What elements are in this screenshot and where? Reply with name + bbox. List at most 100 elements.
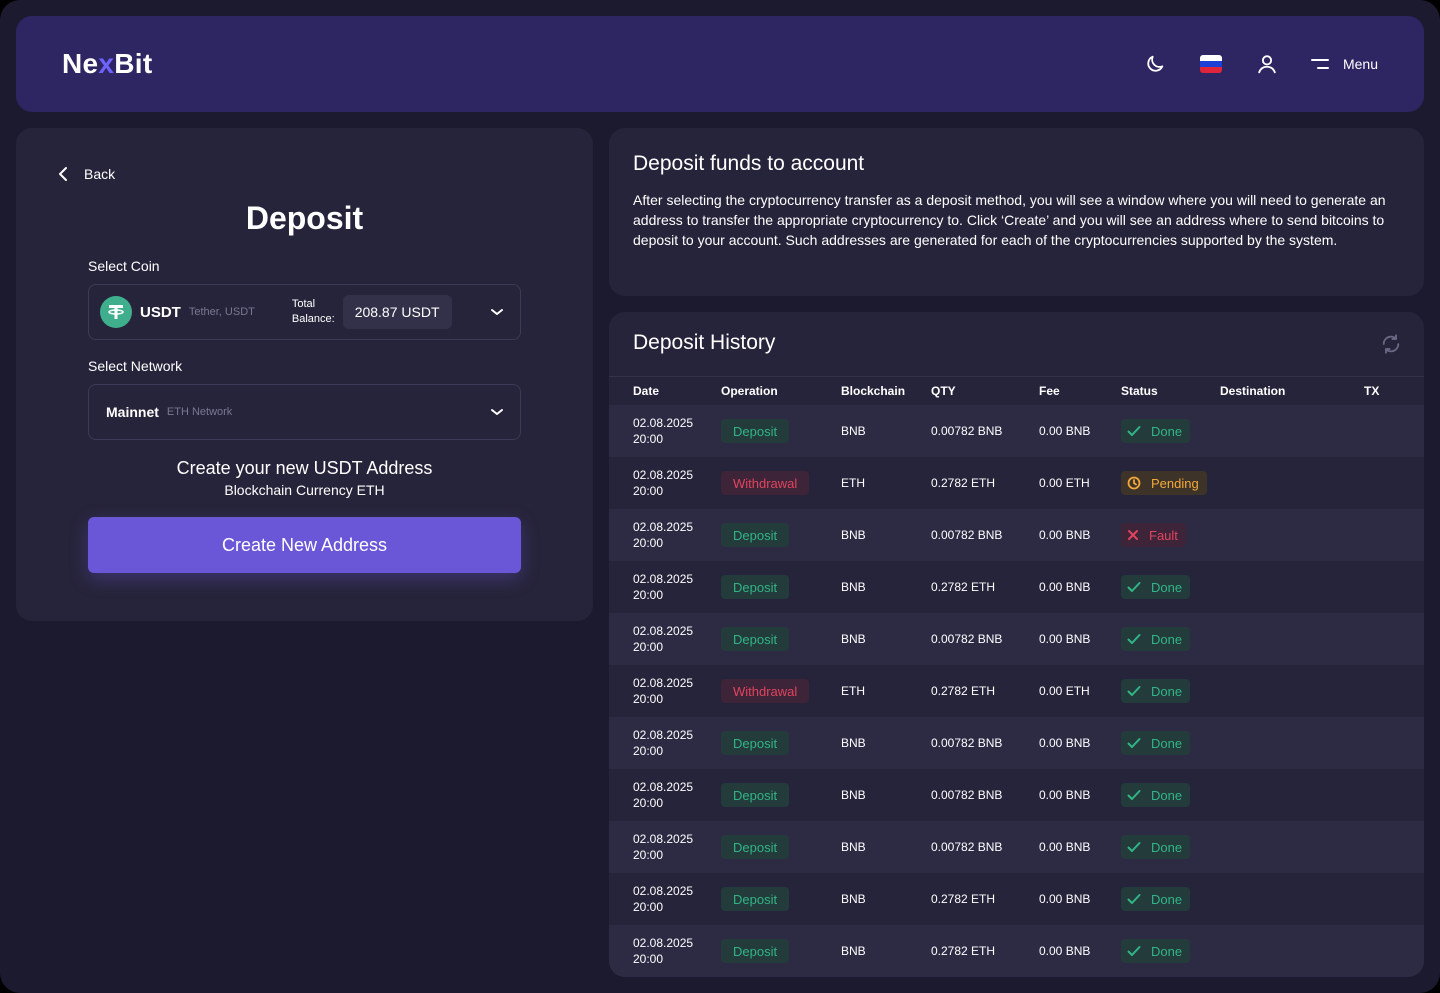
table-row[interactable]: 02.08.2025 20:00 Deposit BNB 0.00782 BNB 0.00… [609,509,1424,561]
status-badge: Done [1121,419,1191,443]
header-actions: Menu [1111,52,1378,76]
network-select[interactable]: Mainnet ETH Network [88,384,521,440]
row-date-time: 20:00 [633,796,664,810]
status-badge: Done [1121,731,1191,755]
row-date-time: 20:00 [633,484,664,498]
check-icon [1127,634,1141,644]
row-date-day: 02.08.2025 [633,624,694,638]
create-address-heading: Create your new USDT Address [176,458,433,478]
history-title: Deposit History [633,331,776,354]
col-tx: TX [1364,384,1380,398]
check-icon [1127,946,1141,956]
back-button[interactable]: Back [58,166,115,182]
logo-x: x [98,48,115,79]
row-qty: 0.00782 BNB [931,424,1003,438]
row-date-day: 02.08.2025 [633,780,694,794]
row-fee: 0.00 BNB [1039,528,1091,542]
table-row[interactable]: 02.08.2025 20:00 Deposit BNB 0.2782 ETH 0.00 … [609,925,1424,977]
row-qty: 0.00782 BNB [931,528,1003,542]
table-row[interactable]: 02.08.2025 20:00 Deposit BNB 0.2782 ETH 0.00 … [609,561,1424,613]
close-icon [1128,530,1138,540]
operation-badge: Deposit [721,783,790,807]
info-panel: Deposit funds to account After selecting… [609,128,1424,296]
operation-badge: Deposit [721,575,790,599]
row-blockchain: BNB [841,892,866,906]
row-date-day: 02.08.2025 [633,676,694,690]
table-row[interactable]: 02.08.2025 20:00 Withdrawal ETH 0.2782 ETH 0.… [609,457,1424,509]
row-date-time: 20:00 [633,952,664,966]
create-new-address-button[interactable]: Create New Address [88,517,521,573]
row-blockchain: ETH [841,684,865,698]
row-qty: 0.2782 ETH [931,892,996,906]
logo[interactable]: NexBit [62,48,153,80]
table-row[interactable]: 02.08.2025 20:00 Withdrawal ETH 0.2782 ETH 0.… [609,665,1424,717]
row-date-time: 20:00 [633,900,664,914]
russia-flag-icon[interactable] [1199,52,1223,76]
deposit-panel: Back Deposit Select Coin USDT Tether, US… [16,128,593,621]
row-fee: 0.00 BNB [1039,736,1091,750]
operation-badge: Deposit [721,523,790,547]
table-row[interactable]: 02.08.2025 20:00 Deposit BNB 0.2782 ETH 0.00 … [609,873,1424,925]
coin-subtitle: Tether, USDT [188,306,255,318]
row-date-day: 02.08.2025 [633,832,694,846]
table-row[interactable]: 02.08.2025 20:00 Deposit BNB 0.00782 BNB 0.00… [609,613,1424,665]
status-badge: Done [1121,835,1191,859]
row-blockchain: BNB [841,840,866,854]
row-fee: 0.00 BNB [1039,892,1091,906]
operation-badge: Deposit [721,887,790,911]
menu-button[interactable]: Menu [1310,56,1378,72]
row-blockchain: BNB [841,528,866,542]
row-date-time: 20:00 [633,588,664,602]
status-badge: Done [1121,939,1191,963]
coin-select[interactable]: USDT Tether, USDT Total Balance: 208.87 … [88,284,521,340]
table-row[interactable]: 02.08.2025 20:00 Deposit BNB 0.00782 BNB 0.00… [609,405,1424,457]
table-row[interactable]: 02.08.2025 20:00 Deposit BNB 0.00782 BNB 0.00… [609,717,1424,769]
row-date-day: 02.08.2025 [633,468,694,482]
operation-badge: Deposit [721,419,790,443]
status-label: Done [1151,579,1183,595]
status-badge: Done [1121,575,1191,599]
row-date-day: 02.08.2025 [633,936,694,950]
status-badge: Done [1121,783,1191,807]
info-title: Deposit funds to account [633,152,865,175]
row-qty: 0.00782 BNB [931,840,1003,854]
select-network-label: Select Network [88,358,183,374]
table-row[interactable]: 02.08.2025 20:00 Deposit BNB 0.00782 BNB 0.00… [609,769,1424,821]
chevron-left-icon [59,167,67,181]
status-label: Pending [1151,475,1199,491]
table-row[interactable]: 02.08.2025 20:00 Deposit BNB 0.00782 BNB 0.00… [609,821,1424,873]
user-icon[interactable] [1255,52,1279,76]
row-date: 02.08.2025 20:00 [633,509,693,561]
col-date: Date [633,384,660,398]
check-icon [1127,582,1141,592]
total-label-line1: Total [291,298,316,310]
row-qty: 0.2782 ETH [931,684,996,698]
moon-icon[interactable] [1143,52,1167,76]
select-coin-label: Select Coin [88,258,160,274]
row-date: 02.08.2025 20:00 [633,613,693,665]
row-date-time: 20:00 [633,640,664,654]
back-label: Back [84,166,116,182]
network-subtitle: ETH Network [166,406,233,418]
row-date: 02.08.2025 20:00 [633,561,693,613]
row-fee: 0.00 BNB [1039,840,1091,854]
row-date-time: 20:00 [633,536,664,550]
row-fee: 0.00 BNB [1039,944,1091,958]
status-label: Done [1151,943,1183,959]
tether-icon [100,296,132,328]
row-date-day: 02.08.2025 [633,884,694,898]
operation-badge: Withdrawal [721,471,810,495]
refresh-icon[interactable] [1380,333,1402,360]
status-label: Done [1151,839,1183,855]
row-date: 02.08.2025 20:00 [633,873,693,925]
status-label: Done [1151,891,1183,907]
row-date: 02.08.2025 20:00 [633,457,693,509]
row-blockchain: BNB [841,580,866,594]
operation-badge: Withdrawal [721,679,810,703]
row-fee: 0.00 ETH [1039,684,1090,698]
status-badge: Done [1121,887,1191,911]
check-icon [1127,894,1141,904]
row-date: 02.08.2025 20:00 [633,665,693,717]
menu-icon [1310,59,1329,69]
